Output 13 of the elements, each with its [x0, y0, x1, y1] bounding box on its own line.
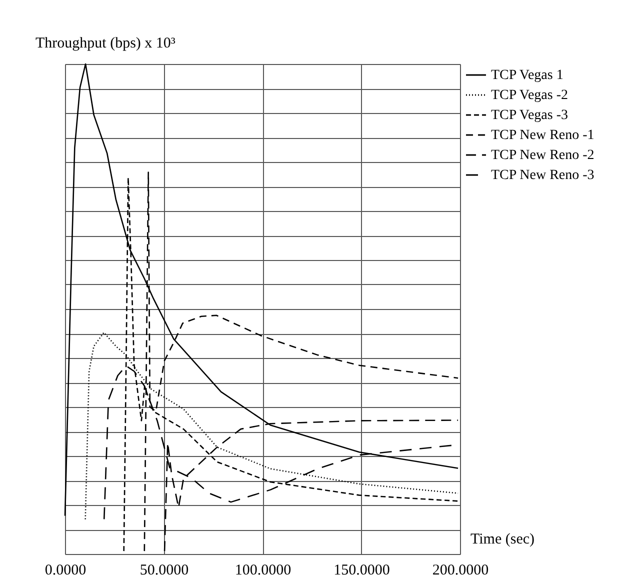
legend-label: TCP New Reno -1	[491, 128, 594, 143]
x-tick-label: 50.0000	[140, 562, 189, 578]
legend-label: TCP Vegas -3	[491, 108, 568, 123]
x-tick-label: 150.0000	[334, 562, 390, 578]
x-tick-label: 0.0000	[44, 562, 86, 578]
legend-label: TCP Vegas 1	[491, 68, 564, 83]
legend-label: TCP New Reno -3	[491, 168, 594, 183]
x-axis-title: Time (sec)	[470, 532, 535, 548]
x-tick-label: 100.0000	[234, 562, 292, 578]
y-axis-title: Throughput (bps) x 10³	[36, 36, 176, 52]
legend-label: TCP New Reno -2	[491, 148, 594, 163]
x-tick-label: 200.0000	[432, 562, 489, 578]
legend-label: TCP Vegas -2	[491, 88, 568, 103]
